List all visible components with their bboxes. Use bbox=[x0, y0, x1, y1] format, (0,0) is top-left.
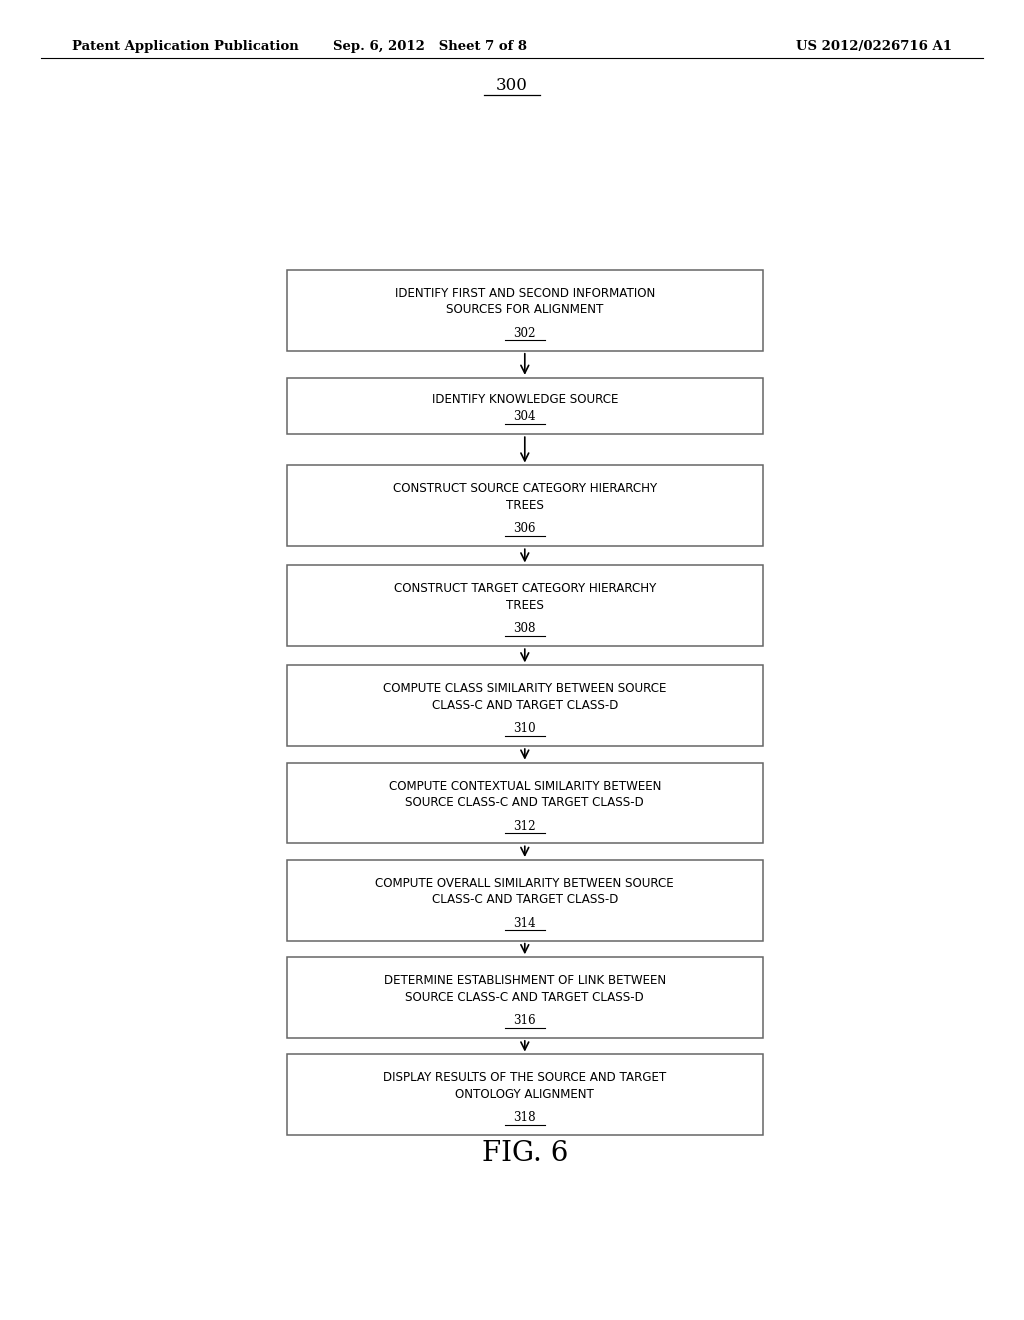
Text: 300: 300 bbox=[496, 78, 528, 94]
Text: 312: 312 bbox=[513, 820, 537, 833]
Text: DISPLAY RESULTS OF THE SOURCE AND TARGET
ONTOLOGY ALIGNMENT: DISPLAY RESULTS OF THE SOURCE AND TARGET… bbox=[383, 1072, 667, 1101]
Text: FIG. 6: FIG. 6 bbox=[481, 1139, 568, 1167]
Text: 318: 318 bbox=[513, 1111, 537, 1125]
Text: COMPUTE OVERALL SIMILARITY BETWEEN SOURCE
CLASS-C AND TARGET CLASS-D: COMPUTE OVERALL SIMILARITY BETWEEN SOURC… bbox=[376, 876, 674, 907]
Text: CONSTRUCT SOURCE CATEGORY HIERARCHY
TREES: CONSTRUCT SOURCE CATEGORY HIERARCHY TREE… bbox=[393, 482, 656, 512]
Text: IDENTIFY KNOWLEDGE SOURCE: IDENTIFY KNOWLEDGE SOURCE bbox=[431, 392, 618, 405]
Text: COMPUTE CONTEXTUAL SIMILARITY BETWEEN
SOURCE CLASS-C AND TARGET CLASS-D: COMPUTE CONTEXTUAL SIMILARITY BETWEEN SO… bbox=[389, 780, 660, 809]
Text: CONSTRUCT TARGET CATEGORY HIERARCHY
TREES: CONSTRUCT TARGET CATEGORY HIERARCHY TREE… bbox=[393, 582, 656, 612]
FancyBboxPatch shape bbox=[287, 466, 763, 546]
FancyBboxPatch shape bbox=[287, 1055, 763, 1135]
Text: 306: 306 bbox=[514, 523, 536, 536]
Text: 302: 302 bbox=[514, 327, 536, 341]
FancyBboxPatch shape bbox=[287, 763, 763, 843]
Text: IDENTIFY FIRST AND SECOND INFORMATION
SOURCES FOR ALIGNMENT: IDENTIFY FIRST AND SECOND INFORMATION SO… bbox=[394, 286, 655, 317]
FancyBboxPatch shape bbox=[287, 957, 763, 1038]
FancyBboxPatch shape bbox=[287, 665, 763, 746]
Text: DETERMINE ESTABLISHMENT OF LINK BETWEEN
SOURCE CLASS-C AND TARGET CLASS-D: DETERMINE ESTABLISHMENT OF LINK BETWEEN … bbox=[384, 974, 666, 1003]
Text: 304: 304 bbox=[514, 411, 536, 424]
Text: Patent Application Publication: Patent Application Publication bbox=[72, 40, 298, 53]
FancyBboxPatch shape bbox=[287, 378, 763, 434]
Text: 308: 308 bbox=[514, 622, 536, 635]
Text: US 2012/0226716 A1: US 2012/0226716 A1 bbox=[797, 40, 952, 53]
FancyBboxPatch shape bbox=[287, 271, 763, 351]
Text: 310: 310 bbox=[513, 722, 537, 735]
FancyBboxPatch shape bbox=[287, 565, 763, 647]
Text: 314: 314 bbox=[513, 917, 537, 929]
Text: 316: 316 bbox=[513, 1014, 537, 1027]
FancyBboxPatch shape bbox=[287, 859, 763, 941]
Text: Sep. 6, 2012   Sheet 7 of 8: Sep. 6, 2012 Sheet 7 of 8 bbox=[333, 40, 527, 53]
Text: COMPUTE CLASS SIMILARITY BETWEEN SOURCE
CLASS-C AND TARGET CLASS-D: COMPUTE CLASS SIMILARITY BETWEEN SOURCE … bbox=[383, 682, 667, 711]
